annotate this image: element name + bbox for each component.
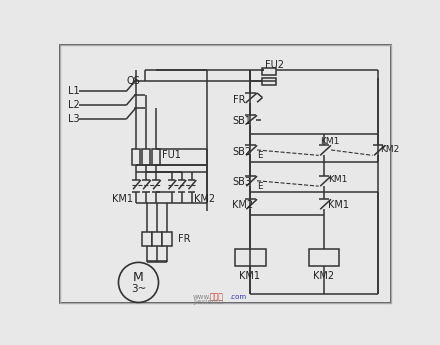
Text: KM2: KM2: [380, 145, 400, 154]
Text: FU2: FU2: [265, 59, 284, 69]
Text: 搭线图: 搭线图: [210, 293, 224, 302]
Text: KM2: KM2: [194, 194, 215, 204]
Text: L2: L2: [68, 100, 79, 110]
Text: M: M: [133, 270, 144, 284]
Text: FR: FR: [233, 95, 246, 105]
Text: KM1: KM1: [328, 200, 349, 210]
Bar: [143, 149, 150, 165]
Text: KM1: KM1: [112, 194, 132, 204]
Text: SB1: SB1: [232, 117, 251, 127]
Bar: [235, 249, 266, 266]
Text: KM1: KM1: [328, 176, 347, 185]
Text: SB2: SB2: [232, 147, 252, 157]
Text: E: E: [257, 182, 263, 191]
Text: 3~: 3~: [131, 284, 146, 294]
Bar: [152, 233, 161, 246]
Text: FR: FR: [178, 234, 190, 244]
Text: E: E: [257, 151, 263, 160]
Bar: [143, 233, 152, 246]
Text: .com: .com: [229, 294, 246, 300]
Text: jiexiantu: jiexiantu: [193, 299, 224, 305]
Text: www.: www.: [193, 294, 212, 300]
Bar: [132, 149, 140, 165]
Bar: [152, 149, 160, 165]
Bar: [309, 249, 340, 266]
Text: L3: L3: [68, 114, 79, 124]
Text: KM1: KM1: [320, 137, 340, 146]
Text: QS: QS: [126, 76, 140, 86]
Bar: [262, 68, 276, 75]
Text: KM2: KM2: [312, 271, 334, 281]
Bar: [262, 78, 276, 85]
Bar: [162, 233, 172, 246]
Text: SB3: SB3: [232, 177, 251, 187]
Text: KM2: KM2: [232, 200, 253, 210]
Text: L1: L1: [68, 87, 79, 97]
Text: FU1: FU1: [161, 150, 180, 160]
Text: KM1: KM1: [238, 271, 260, 281]
